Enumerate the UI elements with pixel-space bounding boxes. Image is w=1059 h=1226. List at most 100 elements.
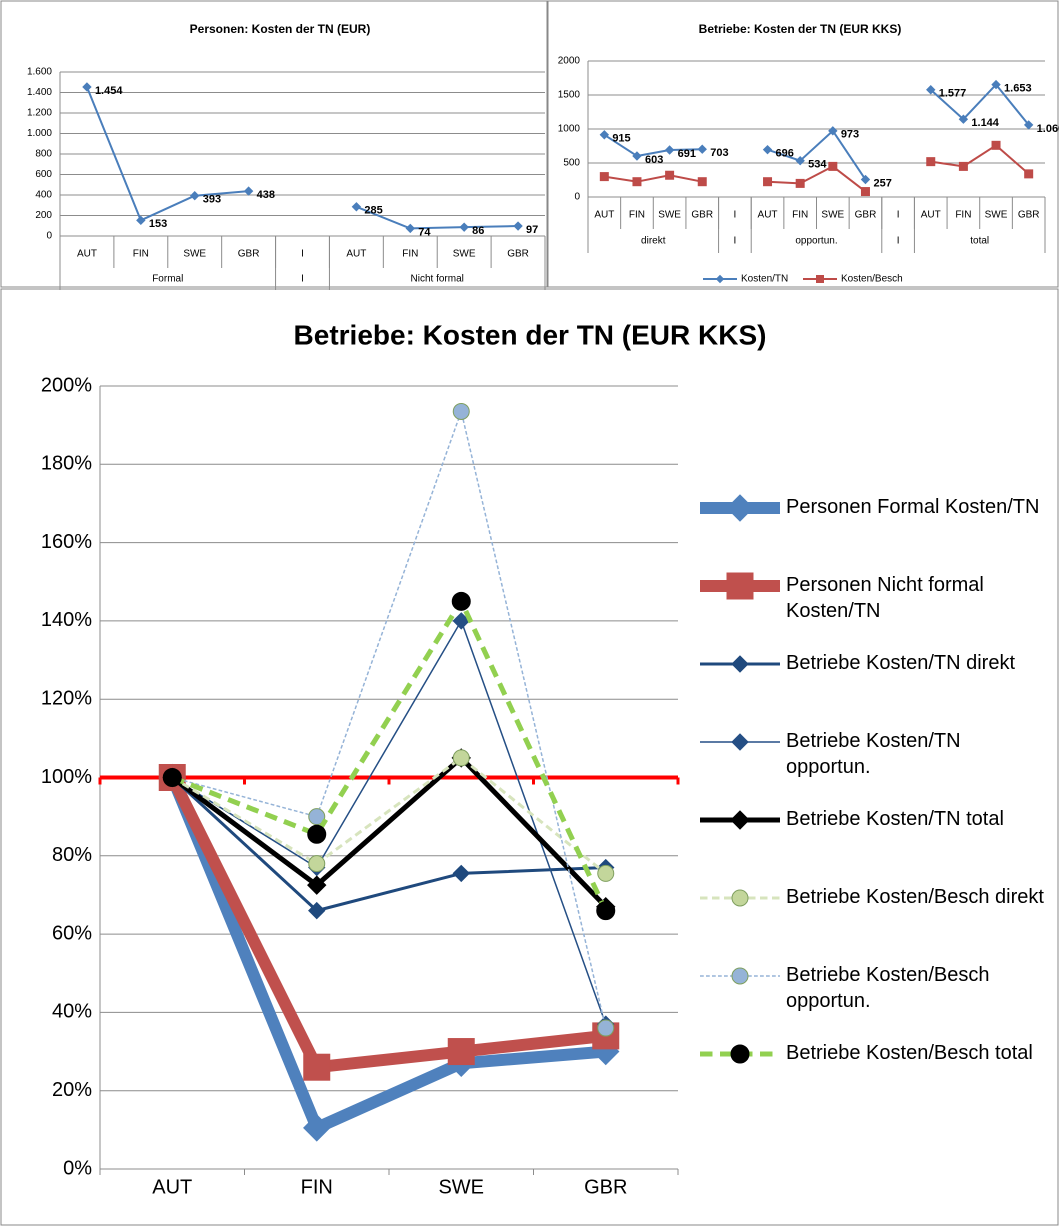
- marker: [926, 85, 936, 95]
- marker: [860, 187, 870, 197]
- series-line: [603, 83, 1030, 181]
- marker: [697, 177, 707, 187]
- legend-label: Betriebe Kosten/Besch opportun.: [786, 964, 990, 1012]
- data-label: 1.653: [1004, 83, 1032, 95]
- marker: [795, 178, 805, 188]
- marker: [190, 191, 200, 201]
- marker: [307, 875, 327, 895]
- series-line: [604, 144, 1030, 193]
- series-line: [171, 776, 606, 913]
- panel: [0, 288, 1059, 1226]
- y-tick-label: 160%: [41, 531, 92, 553]
- group-label: I: [301, 274, 304, 285]
- marker: [1023, 120, 1034, 130]
- legend-entry: Betriebe Kosten/Besch direkt: [786, 886, 1044, 908]
- marker: [731, 733, 749, 751]
- legend-entry: Betriebe Kosten/TN opportun.: [786, 730, 961, 778]
- marker: [731, 967, 749, 985]
- group-label: opportun.: [795, 236, 837, 247]
- legend-entry: Betriebe Kosten/Besch total: [786, 1042, 1033, 1064]
- x-tick-label: AUT: [346, 249, 366, 260]
- data-label: 1.454: [95, 85, 123, 97]
- marker: [599, 130, 610, 140]
- marker: [726, 572, 754, 600]
- chart-title: Personen: Kosten der TN (EUR): [190, 22, 371, 36]
- series-line: [86, 86, 519, 230]
- legend-entry: Betriebe Kosten/Besch opportun.: [786, 964, 990, 1012]
- series-line: [171, 756, 607, 875]
- y-tick-label: 60%: [52, 922, 92, 944]
- marker: [597, 1019, 615, 1037]
- marker: [405, 223, 415, 234]
- group-label: total: [970, 236, 989, 247]
- panel: [0, 0, 548, 288]
- group-label: Nicht formal: [411, 274, 464, 285]
- legend-label: Betriebe Kosten/Besch total: [786, 1042, 1033, 1064]
- data-label: 696: [776, 148, 794, 160]
- series-line: [172, 410, 607, 1029]
- marker: [452, 749, 470, 767]
- marker: [665, 170, 675, 180]
- x-tick-label: GBR: [584, 1176, 627, 1198]
- marker: [452, 402, 470, 420]
- marker: [452, 864, 470, 883]
- legend-label: Betriebe Kosten/Besch direkt: [786, 886, 1044, 908]
- y-tick-label: 100%: [41, 766, 92, 788]
- data-label: 915: [612, 133, 630, 145]
- marker: [730, 810, 750, 830]
- y-tick-label: 40%: [52, 1001, 92, 1023]
- marker: [82, 82, 92, 92]
- marker: [731, 889, 749, 907]
- marker: [303, 1114, 331, 1142]
- marker: [162, 768, 182, 787]
- marker: [731, 655, 749, 673]
- panel: [547, 0, 1059, 288]
- marker: [991, 140, 1001, 150]
- x-tick-label: I: [897, 210, 900, 221]
- legend-label: Personen Nicht formal Kosten/TN: [786, 574, 984, 622]
- y-tick-label: 1000: [558, 124, 581, 135]
- y-tick-label: 800: [35, 149, 52, 160]
- y-tick-label: 500: [563, 158, 580, 169]
- y-tick-label: 600: [35, 169, 52, 180]
- marker: [816, 275, 824, 283]
- x-tick-label: GBR: [691, 210, 713, 221]
- marker: [513, 221, 523, 231]
- marker: [308, 901, 326, 920]
- data-label: 86: [472, 225, 484, 237]
- marker: [991, 79, 1001, 90]
- series-line: [170, 755, 608, 909]
- marker: [308, 808, 326, 826]
- x-tick-label: FIN: [955, 210, 971, 221]
- group-label: I: [734, 236, 737, 247]
- marker: [958, 161, 968, 171]
- chart-title: Betriebe: Kosten der TN (EUR KKS): [294, 319, 767, 350]
- marker: [632, 177, 642, 187]
- marker: [307, 824, 327, 844]
- marker: [597, 864, 615, 882]
- marker: [136, 215, 146, 226]
- y-tick-label: 20%: [52, 1079, 92, 1101]
- marker: [762, 144, 773, 155]
- group-label: Formal: [152, 274, 183, 285]
- x-tick-label: GBR: [238, 249, 260, 260]
- y-tick-label: 2000: [558, 56, 581, 67]
- x-tick-label: FIN: [301, 1176, 333, 1198]
- marker: [451, 591, 471, 611]
- y-tick-label: 1500: [558, 90, 581, 101]
- marker: [243, 186, 254, 196]
- data-label: 603: [645, 154, 663, 166]
- marker: [795, 155, 805, 166]
- legend-entry: Personen Formal Kosten/TN: [786, 496, 1039, 518]
- marker: [726, 494, 754, 522]
- x-tick-label: SWE: [658, 210, 681, 221]
- y-tick-label: 200: [35, 210, 52, 221]
- data-label: 97: [526, 224, 538, 236]
- y-tick-label: 1.000: [27, 128, 52, 139]
- marker: [926, 157, 936, 167]
- legend-label: Betriebe Kosten/TN opportun.: [786, 730, 961, 778]
- marker: [596, 901, 616, 921]
- x-tick-label: GBR: [855, 210, 877, 221]
- series-line: [166, 775, 607, 1134]
